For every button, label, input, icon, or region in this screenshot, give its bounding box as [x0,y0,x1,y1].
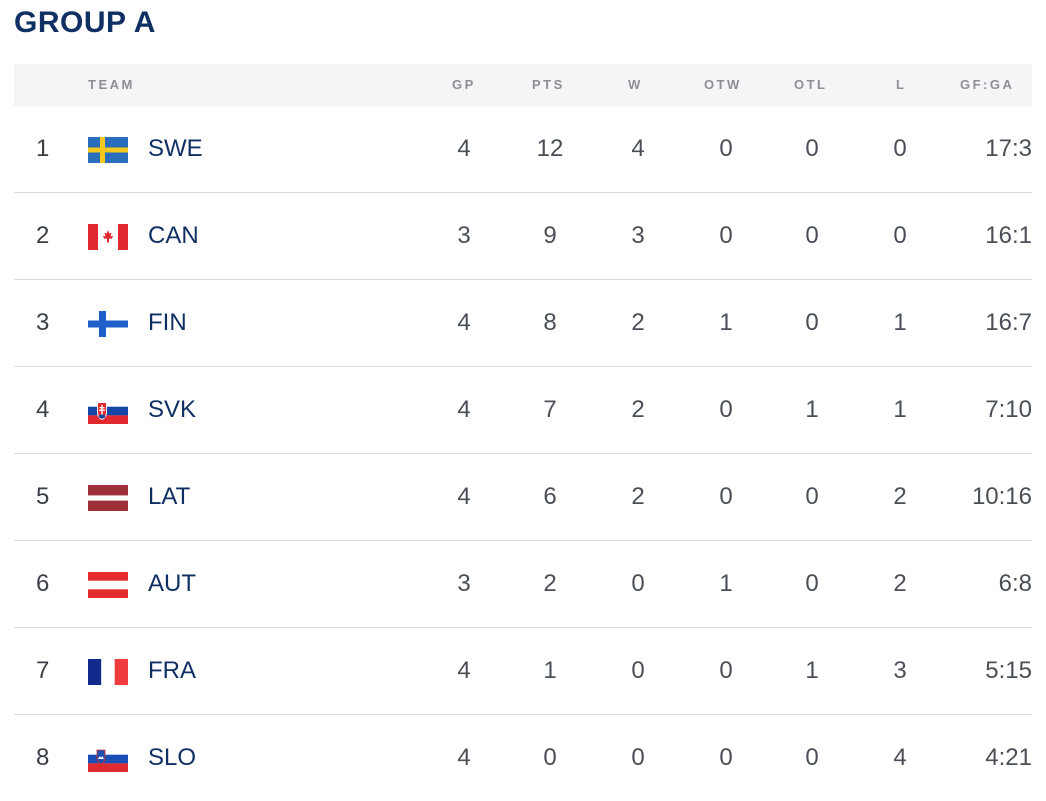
points: 6 [543,483,557,510]
games-played: 3 [457,222,471,249]
wins: 2 [631,483,645,510]
rank: 7 [36,657,50,684]
wins: 2 [631,396,645,423]
games-played: 4 [457,657,471,684]
overtime-wins: 1 [719,309,733,336]
header-otw[interactable]: OTW [704,77,742,92]
wins: 2 [631,309,645,336]
goals-for-against: 4:21 [985,744,1032,771]
standings-table: 1 SWE 4 12 4 0 0 0 17:3 2 CAN 3 9 3 0 0 … [14,106,1032,801]
losses: 2 [893,570,907,597]
wins: 0 [631,744,645,771]
overtime-wins: 0 [719,657,733,684]
group-title: GROUP A [14,6,156,39]
wins: 3 [631,222,645,249]
team-name[interactable]: SLO [148,744,197,771]
table-row[interactable]: 7 FRA 4 1 0 0 1 3 5:15 [14,628,1032,715]
goals-for-against: 6:8 [998,570,1032,597]
table-row[interactable]: 5 LAT 4 6 2 0 0 2 10:16 [14,454,1032,541]
header-l[interactable]: L [896,77,907,92]
games-played: 4 [457,483,471,510]
overtime-losses: 0 [805,309,819,336]
games-played: 4 [457,309,471,336]
header-otl[interactable]: OTL [794,77,828,92]
latvia-flag-icon [88,485,128,511]
points: 1 [543,657,557,684]
team-name[interactable]: FIN [148,309,187,336]
overtime-wins: 0 [719,483,733,510]
table-row[interactable]: 3 FIN 4 8 2 1 0 1 16:7 [14,280,1032,367]
wins: 0 [631,570,645,597]
slovakia-flag-icon [88,398,128,424]
rank: 8 [36,744,50,771]
table-row[interactable]: 1 SWE 4 12 4 0 0 0 17:3 [14,106,1032,193]
overtime-losses: 1 [805,657,819,684]
overtime-losses: 1 [805,396,819,423]
table-row[interactable]: 2 CAN 3 9 3 0 0 0 16:1 [14,193,1032,280]
points: 7 [543,396,557,423]
header-pts[interactable]: PTS [532,77,565,92]
header-gf-ga[interactable]: GF:GA [960,77,1015,92]
goals-for-against: 7:10 [985,396,1032,423]
overtime-wins: 0 [719,396,733,423]
games-played: 4 [457,135,471,162]
header-gp[interactable]: GP [452,77,476,92]
games-played: 4 [457,744,471,771]
rank: 6 [36,570,50,597]
points: 12 [536,135,564,162]
sweden-flag-icon [88,137,128,163]
goals-for-against: 16:7 [985,309,1032,336]
points: 8 [543,309,557,336]
table-row[interactable]: 8 SLO 4 0 0 0 0 4 4:21 [14,715,1032,801]
finland-flag-icon [88,311,128,337]
overtime-wins: 0 [719,135,733,162]
losses: 0 [893,135,907,162]
points: 2 [543,570,557,597]
rank: 4 [36,396,50,423]
table-header: TEAM GP PTS W OTW OTL L GF:GA [14,64,1032,106]
losses: 1 [893,309,907,336]
team-name[interactable]: FRA [148,657,196,684]
overtime-wins: 1 [719,570,733,597]
team-name[interactable]: SWE [148,135,203,162]
overtime-losses: 0 [805,135,819,162]
wins: 0 [631,657,645,684]
goals-for-against: 16:1 [985,222,1032,249]
overtime-losses: 0 [805,744,819,771]
goals-for-against: 10:16 [971,483,1032,510]
header-w[interactable]: W [628,77,643,92]
header-team[interactable]: TEAM [88,77,135,92]
rank: 3 [36,309,50,336]
overtime-losses: 0 [805,222,819,249]
team-name[interactable]: CAN [148,222,199,249]
slovenia-flag-icon [88,746,128,772]
team-name[interactable]: SVK [148,396,197,423]
losses: 3 [893,657,907,684]
losses: 4 [893,744,907,771]
rank: 2 [36,222,50,249]
games-played: 3 [457,570,471,597]
rank: 1 [36,135,50,162]
overtime-losses: 0 [805,570,819,597]
team-name[interactable]: LAT [148,483,191,510]
austria-flag-icon [88,572,128,598]
points: 9 [543,222,557,249]
goals-for-against: 17:3 [985,135,1032,162]
losses: 2 [893,483,907,510]
table-row[interactable]: 4 SVK 4 7 2 0 1 1 7:10 [14,367,1032,454]
losses: 0 [893,222,907,249]
table-row[interactable]: 6 AUT 3 2 0 1 0 2 6:8 [14,541,1032,628]
canada-flag-icon [88,224,128,250]
points: 0 [543,744,557,771]
overtime-wins: 0 [719,744,733,771]
wins: 4 [631,135,645,162]
france-flag-icon [88,659,128,685]
team-name[interactable]: AUT [148,570,196,597]
rank: 5 [36,483,50,510]
games-played: 4 [457,396,471,423]
overtime-wins: 0 [719,222,733,249]
overtime-losses: 0 [805,483,819,510]
losses: 1 [893,396,907,423]
goals-for-against: 5:15 [985,657,1032,684]
